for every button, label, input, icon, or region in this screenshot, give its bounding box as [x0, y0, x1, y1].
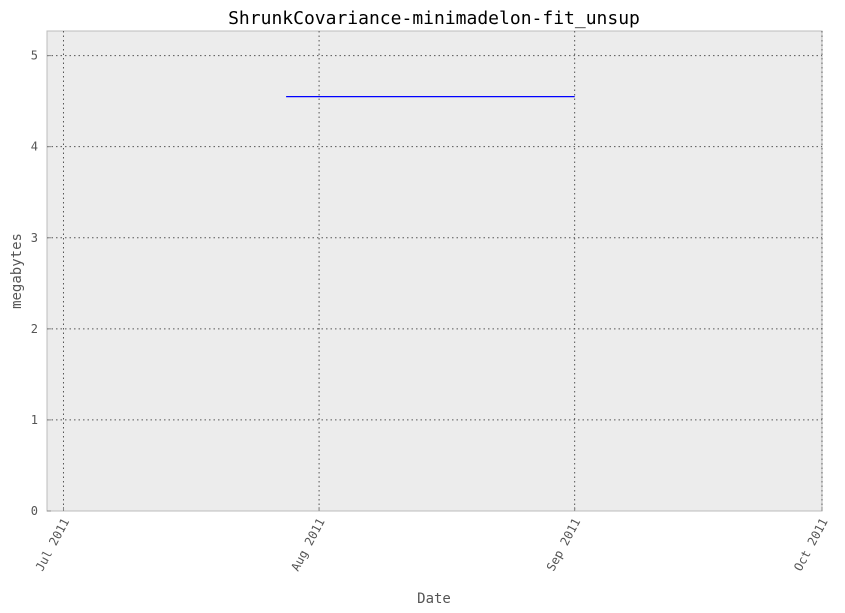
- y-tick-label: 2: [31, 322, 38, 336]
- y-tick-label: 0: [31, 504, 38, 518]
- y-tick-label: 4: [31, 140, 38, 154]
- x-tick-label: Aug 2011: [288, 516, 327, 574]
- plot-area: [46, 30, 823, 512]
- x-axis-label: Date: [417, 591, 451, 607]
- x-axis: Jul 2011 Aug 2011 Sep 2011 Oct 2011: [33, 507, 831, 573]
- y-axis: 0 1 2 3 4 5: [31, 49, 51, 518]
- chart-title: ShrunkCovariance-minimadelon-fit_unsup: [228, 8, 640, 29]
- x-tick-label: Jul 2011: [33, 516, 72, 574]
- y-tick-label: 5: [31, 49, 38, 63]
- grid: [47, 31, 823, 511]
- y-axis-label: megabytes: [9, 233, 25, 309]
- x-tick-label: Oct 2011: [791, 516, 830, 574]
- x-tick-label: Sep 2011: [544, 516, 583, 574]
- y-tick-label: 1: [31, 413, 38, 427]
- y-tick-label: 3: [31, 231, 38, 245]
